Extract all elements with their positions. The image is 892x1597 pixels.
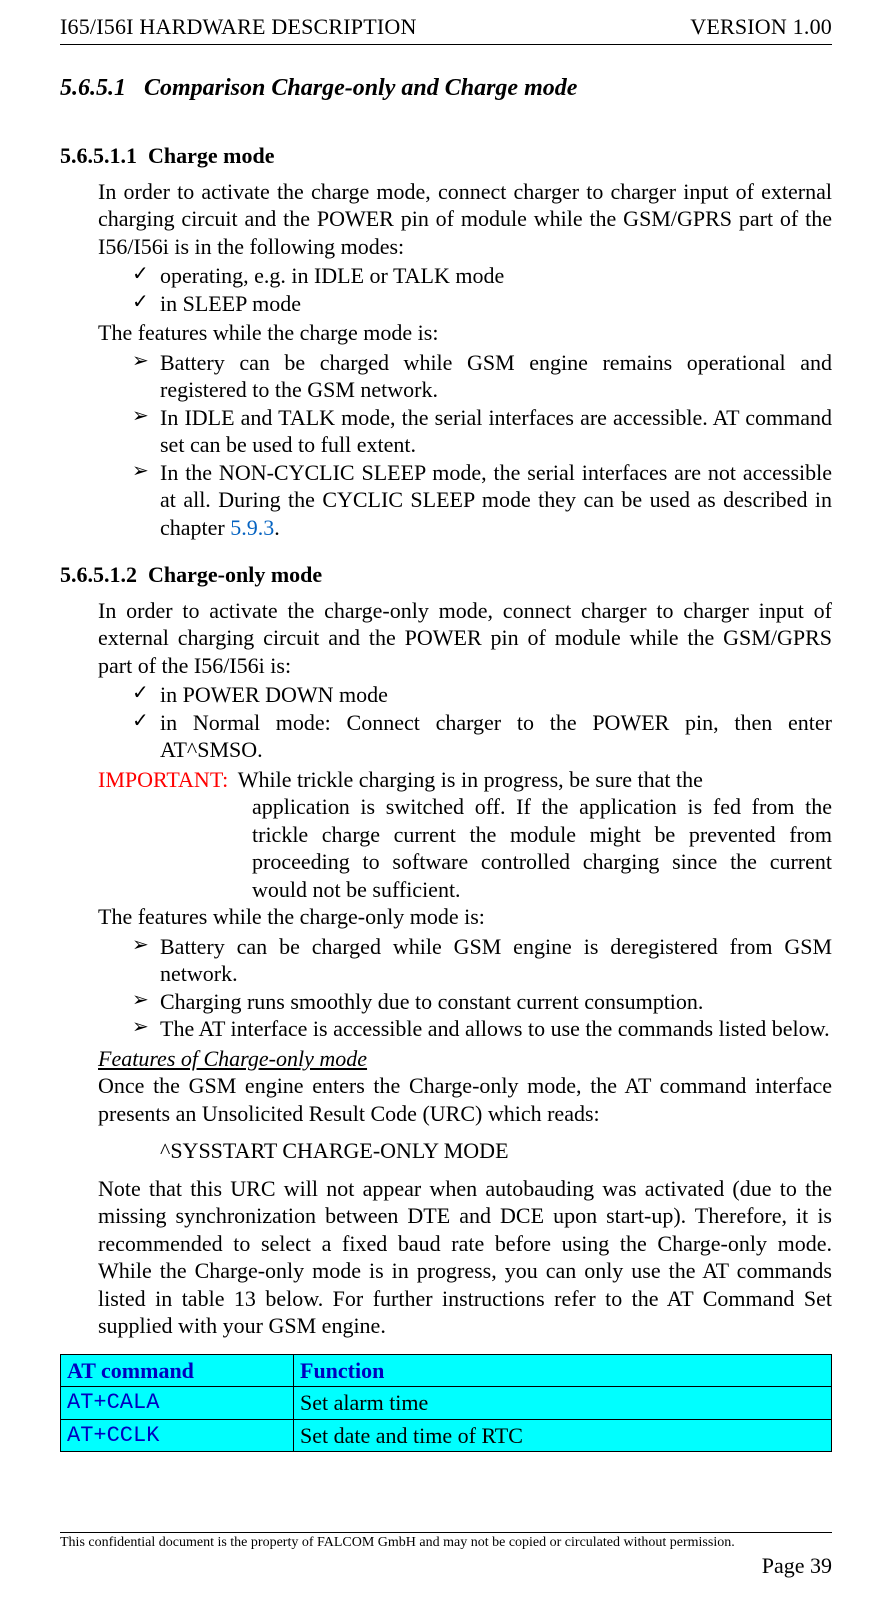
chapter-link[interactable]: 5.9.3 <box>230 515 274 540</box>
charge-only-heading: 5.6.5.1.2 Charge-only mode <box>60 561 832 589</box>
list-item: The AT interface is accessible and allow… <box>132 1015 832 1043</box>
important-label: IMPORTANT: <box>98 767 228 792</box>
charge-mode-features-intro: The features while the charge mode is: <box>98 319 832 347</box>
at-function-cell: Set date and time of RTC <box>294 1419 832 1452</box>
charge-only-num: 5.6.5.1.2 <box>60 562 137 587</box>
at-command-cell: AT+CALA <box>61 1387 294 1420</box>
header-rule <box>60 44 832 45</box>
header-left: I65/I56I HARDWARE DESCRIPTION <box>60 14 417 40</box>
footer-notice: This confidential document is the proper… <box>60 1535 832 1551</box>
list-item: in POWER DOWN mode <box>132 681 832 709</box>
feature-text-post: . <box>274 515 280 540</box>
charge-only-title: Charge-only mode <box>148 562 322 587</box>
charge-only-note: Note that this URC will not appear when … <box>98 1175 832 1340</box>
running-header: I65/I56I HARDWARE DESCRIPTION VERSION 1.… <box>60 10 832 42</box>
charge-only-intro: In order to activate the charge-only mod… <box>98 597 832 680</box>
list-item: In IDLE and TALK mode, the serial interf… <box>132 404 832 459</box>
at-command-cell: AT+CCLK <box>61 1419 294 1452</box>
at-command-table: AT command Function AT+CALA Set alarm ti… <box>60 1354 832 1453</box>
list-item: in Normal mode: Connect charger to the P… <box>132 709 832 764</box>
at-function-cell: Set alarm time <box>294 1387 832 1420</box>
important-note: IMPORTANT: While trickle charging is in … <box>98 766 832 904</box>
header-right: VERSION 1.00 <box>690 14 832 40</box>
charge-mode-check-list: operating, e.g. in IDLE or TALK mode in … <box>132 262 832 317</box>
page-number: Page 39 <box>60 1553 832 1579</box>
table-header-cell: Function <box>294 1354 832 1387</box>
table-row: AT+CCLK Set date and time of RTC <box>61 1419 832 1452</box>
list-item: operating, e.g. in IDLE or TALK mode <box>132 262 832 290</box>
features-subheading: Features of Charge-only mode <box>98 1045 832 1073</box>
charge-only-features-intro: The features while the charge-only mode … <box>98 903 832 931</box>
page-footer: This confidential document is the proper… <box>60 1532 832 1579</box>
section-title: Comparison Charge-only and Charge mode <box>144 75 577 101</box>
table-header-cell: AT command <box>61 1354 294 1387</box>
list-item: Battery can be charged while GSM engine … <box>132 933 832 988</box>
urc-intro: Once the GSM engine enters the Charge-on… <box>98 1072 832 1127</box>
charge-mode-num: 5.6.5.1.1 <box>60 143 137 168</box>
table-row: AT+CALA Set alarm time <box>61 1387 832 1420</box>
important-first-line: While trickle charging is in progress, b… <box>238 767 703 792</box>
list-item: In the NON-CYCLIC SLEEP mode, the serial… <box>132 459 832 542</box>
list-item: Charging runs smoothly due to constant c… <box>132 988 832 1016</box>
charge-mode-feature-list: Battery can be charged while GSM engine … <box>132 349 832 542</box>
section-heading: 5.6.5.1 Comparison Charge-only and Charg… <box>60 75 832 102</box>
footer-rule <box>60 1532 832 1533</box>
list-item: Battery can be charged while GSM engine … <box>132 349 832 404</box>
charge-mode-intro: In order to activate the charge mode, co… <box>98 178 832 261</box>
important-rest: application is switched off. If the appl… <box>252 793 832 903</box>
list-item: in SLEEP mode <box>132 290 832 318</box>
charge-mode-title: Charge mode <box>148 143 274 168</box>
charge-only-check-list: in POWER DOWN mode in Normal mode: Conne… <box>132 681 832 764</box>
urc-code: ^SYSSTART CHARGE-ONLY MODE <box>160 1137 832 1165</box>
table-header-row: AT command Function <box>61 1354 832 1387</box>
charge-only-feature-list: Battery can be charged while GSM engine … <box>132 933 832 1043</box>
charge-mode-heading: 5.6.5.1.1 Charge mode <box>60 142 832 170</box>
section-number: 5.6.5.1 <box>60 75 126 101</box>
